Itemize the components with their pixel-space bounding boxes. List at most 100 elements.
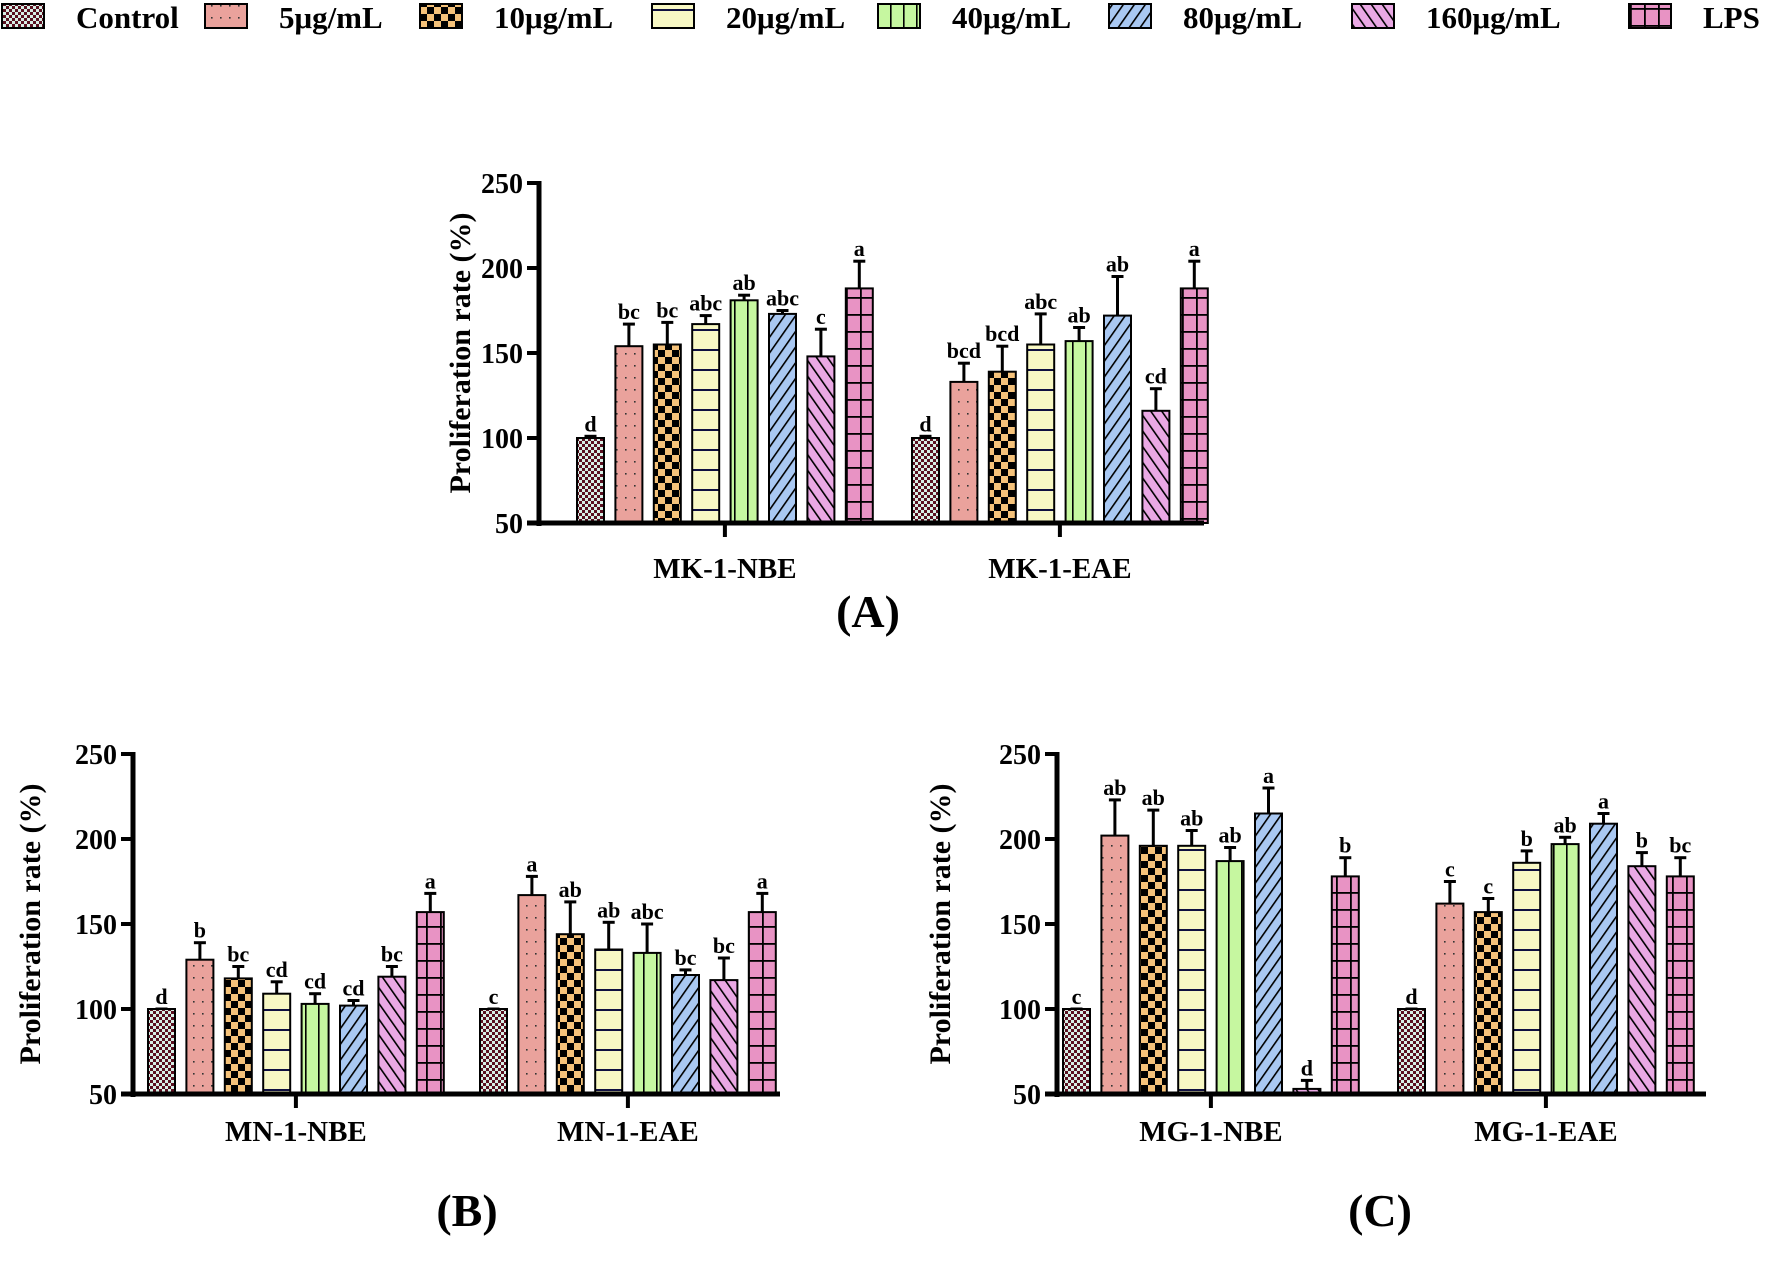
bar <box>652 343 682 524</box>
bar <box>1330 875 1360 1096</box>
y-tick-label: 200 <box>75 825 117 856</box>
bar <box>1215 860 1245 1095</box>
legend-swatch <box>1 3 45 29</box>
significance-letter: cd <box>266 957 288 982</box>
significance-letter: a <box>757 868 768 893</box>
significance-letter: ab <box>1103 775 1126 800</box>
bar <box>1512 861 1542 1095</box>
significance-letter: bc <box>381 942 403 967</box>
significance-letter: ab <box>1180 806 1203 831</box>
legend-swatch <box>204 3 248 29</box>
bar <box>1435 902 1465 1095</box>
panel-label: (B) <box>436 1185 497 1236</box>
legend-item: LPS <box>1628 0 1760 35</box>
significance-letter: a <box>1598 789 1609 814</box>
significance-letter: ab <box>1218 823 1241 848</box>
bar <box>262 992 292 1096</box>
bar <box>185 958 215 1096</box>
significance-letter: ab <box>597 897 620 922</box>
bar <box>1550 843 1580 1095</box>
y-tick-label: 100 <box>75 995 117 1026</box>
y-axis-title: Proliferation rate (%) <box>14 783 47 1064</box>
legend-label: 20μg/mL <box>726 0 845 35</box>
significance-letter: bcd <box>985 321 1019 346</box>
legend-item: 10μg/mL <box>419 0 613 35</box>
bar <box>223 977 253 1096</box>
significance-letter: d <box>1405 984 1417 1009</box>
legend-item: 20μg/mL <box>651 0 845 35</box>
x-category-label: MG-1-NBE <box>1139 1116 1282 1148</box>
bar <box>1064 340 1094 524</box>
legend-item: 5μg/mL <box>204 0 383 35</box>
bar <box>1627 865 1657 1096</box>
significance-letter: ab <box>732 270 755 295</box>
bar <box>1177 844 1207 1095</box>
chart-panel-a: dbc bc abcababccaMK-1-NBEdbcdbcdabcababcda… <box>444 169 1209 637</box>
bar <box>1397 1008 1426 1095</box>
legend-label: 160μg/mL <box>1426 0 1561 35</box>
y-tick-label: 200 <box>481 254 523 285</box>
bar <box>614 345 644 525</box>
bar <box>747 911 777 1095</box>
significance-letter: a <box>425 868 436 893</box>
significance-letter: d <box>919 411 931 436</box>
bar <box>911 437 940 524</box>
significance-letter: cd <box>343 976 365 1001</box>
bar <box>844 287 874 524</box>
bar <box>1473 911 1503 1095</box>
bar <box>147 1008 176 1095</box>
bar <box>1589 822 1618 1095</box>
y-tick-label: 200 <box>999 825 1041 856</box>
significance-letter: a <box>854 236 865 261</box>
legend-swatch <box>877 3 921 29</box>
legend-swatch <box>1351 3 1395 29</box>
y-tick-label: 250 <box>999 740 1041 771</box>
significance-letter: bc <box>227 942 249 967</box>
legend-label: 10μg/mL <box>494 0 613 35</box>
legend-item: 40μg/mL <box>877 0 1071 35</box>
bar <box>339 1004 368 1095</box>
bar <box>1179 287 1209 524</box>
x-category-label: MN-1-EAE <box>557 1116 699 1148</box>
bar <box>377 975 407 1096</box>
significance-letter: c <box>489 984 499 1009</box>
significance-letter: b <box>194 918 206 943</box>
panel-label: (A) <box>836 586 900 637</box>
significance-letter: a <box>526 851 537 876</box>
bar <box>632 951 662 1096</box>
significance-letter: c <box>1072 984 1082 1009</box>
legend-label: Control <box>76 0 179 35</box>
bar <box>768 312 797 524</box>
bar <box>555 933 585 1096</box>
significance-letter: d <box>155 984 167 1009</box>
y-tick-label: 50 <box>495 509 523 540</box>
bar <box>1254 812 1283 1095</box>
significance-letter: b <box>1521 826 1533 851</box>
significance-letter: d <box>1301 1055 1313 1080</box>
bar <box>1138 844 1168 1095</box>
significance-letter: c <box>816 304 826 329</box>
bar <box>1062 1008 1091 1095</box>
bar <box>691 323 721 524</box>
significance-letter: bc <box>618 299 640 324</box>
bar <box>479 1008 508 1095</box>
panel-label: (C) <box>1348 1185 1412 1236</box>
legend-label: LPS <box>1703 0 1760 35</box>
significance-letter: abc <box>766 286 799 311</box>
bar <box>576 437 605 524</box>
significance-letter: bc <box>713 933 735 958</box>
legend-item: 80μg/mL <box>1108 0 1302 35</box>
bar <box>415 911 445 1095</box>
bar <box>1026 343 1056 524</box>
bar <box>517 894 547 1095</box>
significance-letter: cd <box>1145 364 1167 389</box>
significance-letter: ab <box>559 877 582 902</box>
legend-swatch <box>1108 3 1152 29</box>
legend-label: 5μg/mL <box>279 0 383 35</box>
significance-letter: abc <box>631 899 664 924</box>
x-category-label: MK-1-NBE <box>653 553 796 585</box>
significance-letter: bc <box>1669 833 1691 858</box>
